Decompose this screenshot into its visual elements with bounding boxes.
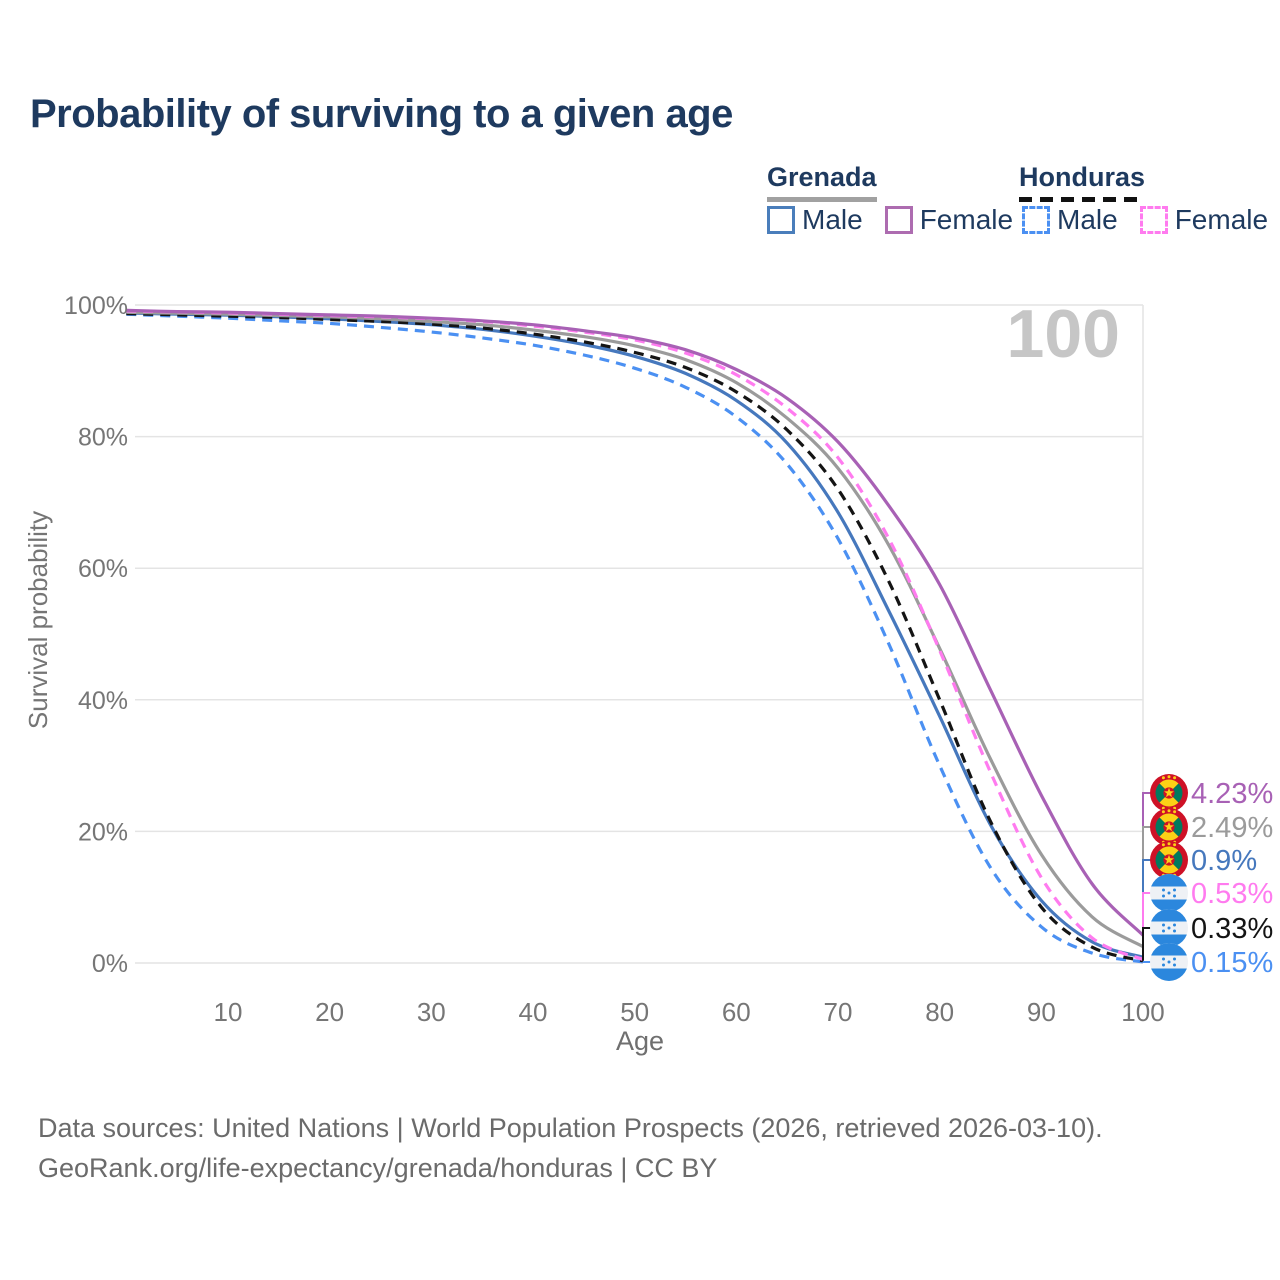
survival-curve-honduras-female (126, 309, 1144, 961)
legend-label-grenada-female: Female (919, 204, 1014, 235)
end-label-grenada-all: 2.49% (1191, 812, 1273, 844)
legend-item-grenada-female[interactable]: Female (884, 204, 1014, 236)
legend-group-grenada-label: Grenada (767, 162, 877, 192)
end-label-grenada-male: 0.9% (1191, 845, 1257, 877)
survival-curve-honduras-all (126, 312, 1144, 963)
y-tick-label-60: 60% (78, 555, 128, 583)
y-tick-label-40: 40% (78, 687, 128, 715)
x-tick-label-30: 30 (417, 997, 446, 1027)
legend-item-honduras-male[interactable]: Male (1022, 204, 1118, 236)
survival-curve-honduras-male (126, 312, 1144, 964)
x-tick-label-60: 60 (722, 997, 751, 1027)
x-tick-label-90: 90 (1027, 997, 1056, 1027)
legend-group-honduras-label: Honduras (1019, 162, 1146, 192)
legend-swatch-honduras-female (1139, 206, 1168, 234)
x-tick-label-80: 80 (925, 997, 954, 1027)
grenada-flag-icon (1150, 841, 1188, 879)
end-label-honduras-female: 0.53% (1191, 878, 1273, 910)
y-tick-label-20: 20% (78, 818, 128, 846)
leader-line-grenada-female (1142, 792, 1151, 936)
legend-label-honduras-male: Male (1057, 204, 1118, 235)
legend-swatch-grenada-male (767, 206, 795, 234)
grenada-flag-icon (1150, 774, 1188, 812)
legend-group-grenada: Grenada (767, 162, 877, 202)
gridlines (135, 304, 1144, 964)
leader-line-honduras-all (1142, 927, 1151, 961)
survival-curve-grenada-male (126, 311, 1144, 959)
age-counter-watermark: 100 (1007, 296, 1120, 372)
y-tick-label-100: 100% (64, 292, 128, 320)
footer-sources-line: Data sources: United Nations | World Pop… (38, 1113, 1103, 1143)
y-axis-title: Survival probability (23, 511, 53, 729)
y-tick-label-80: 80% (78, 424, 128, 452)
legend-row-honduras: Male Female (1022, 204, 1268, 236)
legend-grenada-linestyle-solid (767, 197, 877, 202)
end-labels: 4.23%2.49%0.9%0.53%0.33%0.15% (1142, 774, 1273, 981)
x-tick-label-100: 100 (1121, 997, 1164, 1027)
leader-line-honduras-female (1142, 892, 1151, 960)
grenada-flag-icon (1150, 808, 1188, 846)
x-tick-label-20: 20 (315, 997, 344, 1027)
survival-curve-grenada-female (126, 308, 1145, 937)
legend-row-grenada: Male Female (767, 204, 1013, 236)
legend-honduras-linestyle-dashed (1019, 197, 1146, 202)
end-label-honduras-male: 0.15% (1191, 947, 1273, 979)
honduras-flag-icon (1150, 874, 1188, 912)
x-tick-label-70: 70 (824, 997, 853, 1027)
legend-item-grenada-male[interactable]: Male (767, 204, 863, 236)
legend-swatch-grenada-female (884, 206, 913, 234)
survival-curves (126, 308, 1145, 964)
x-axis-title: Age (616, 1026, 664, 1056)
end-label-honduras-all: 0.33% (1191, 913, 1273, 945)
legend-item-honduras-female[interactable]: Female (1139, 204, 1269, 236)
axis-ticks: 0% 20% 40% 60% 80% 100% 10 20 30 40 50 60 70 80 90 100 (64, 292, 1165, 1027)
data-sources-footer: Data sources: United Nations | World Pop… (38, 1108, 1103, 1188)
honduras-flag-icon (1150, 909, 1188, 947)
survival-curve-grenada-all (126, 310, 1144, 949)
footer-attribution-line: GeoRank.org/life-expectancy/grenada/hond… (38, 1153, 718, 1183)
page-title: Probability of surviving to a given age (30, 92, 733, 136)
legend-label-grenada-male: Male (802, 204, 863, 235)
honduras-flag-icon (1150, 943, 1188, 981)
end-label-grenada-female: 4.23% (1191, 778, 1273, 810)
legend-swatch-honduras-male (1022, 206, 1050, 234)
legend-label-honduras-female: Female (1174, 204, 1269, 235)
x-tick-label-40: 40 (519, 997, 548, 1027)
leader-line-grenada-male (1142, 859, 1151, 958)
x-tick-label-10: 10 (214, 997, 243, 1027)
y-tick-label-0: 0% (92, 950, 128, 978)
x-tick-label-50: 50 (620, 997, 649, 1027)
legend-group-honduras: Honduras (1019, 162, 1146, 202)
